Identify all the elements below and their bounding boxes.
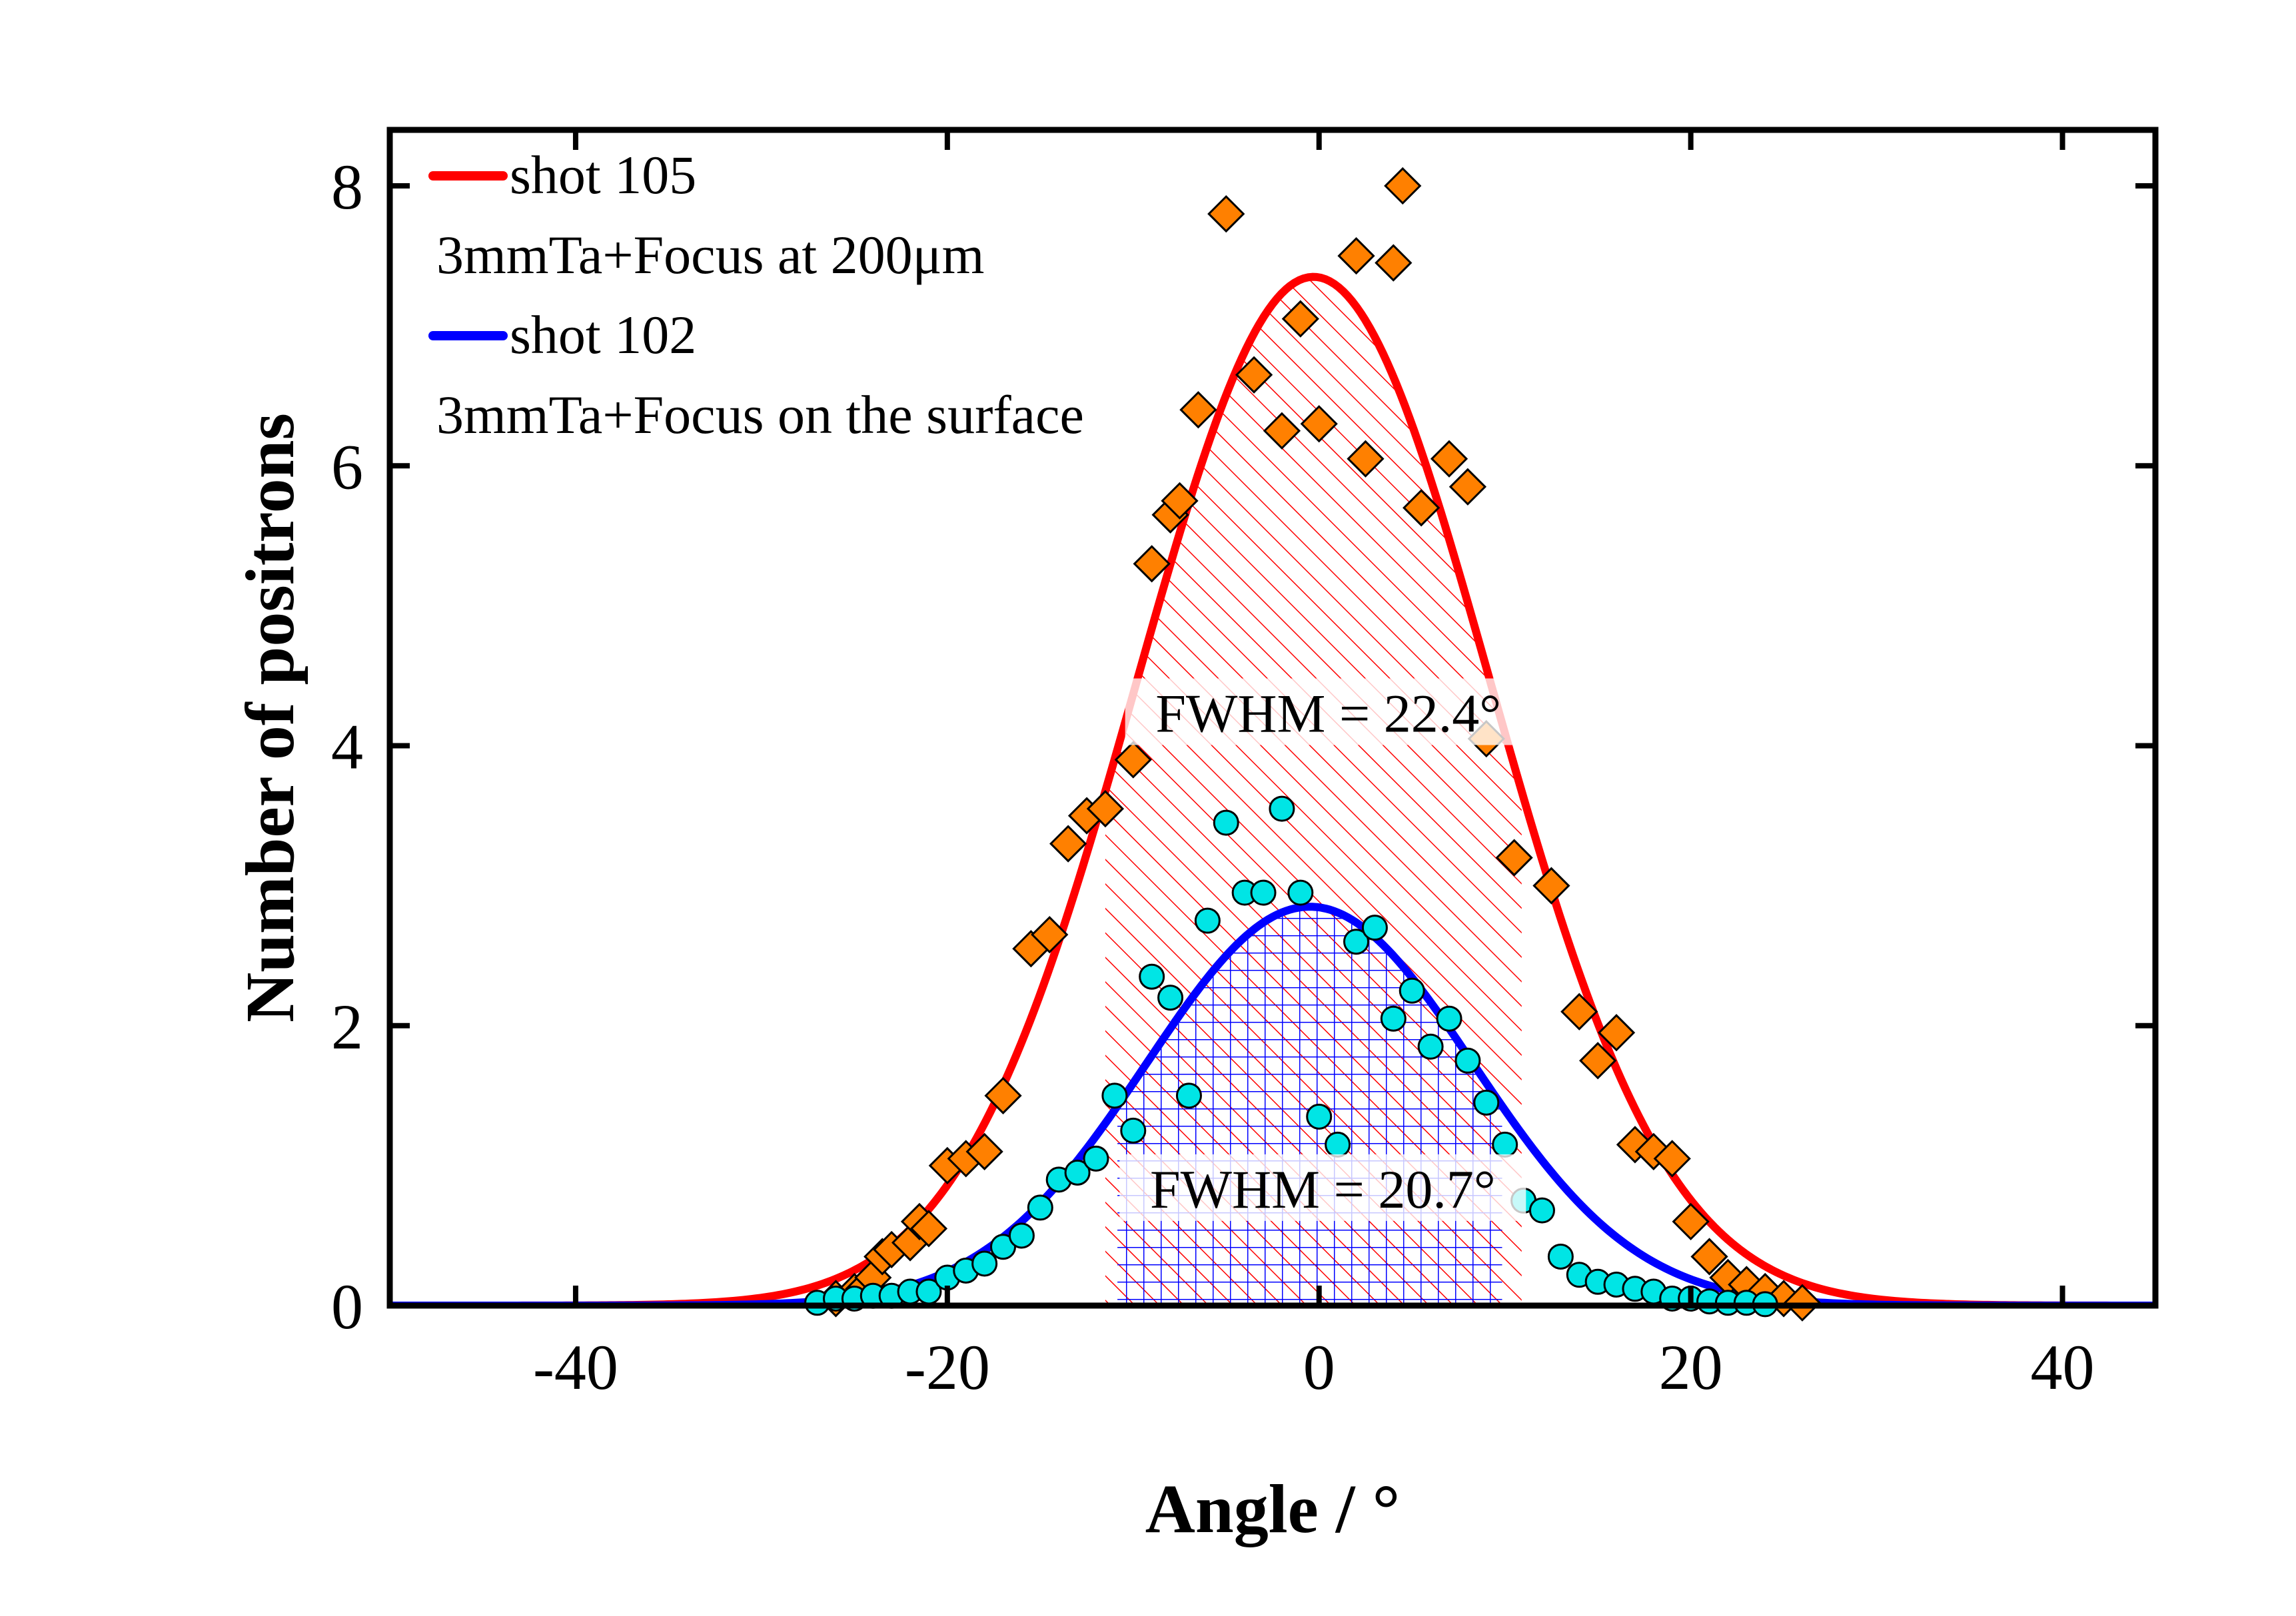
plot-frame [386,127,2159,1309]
data-point [1361,915,1388,941]
data-point [1454,1047,1481,1074]
data-point [1597,1014,1636,1052]
data-point [1114,741,1152,779]
data-point [1133,545,1171,583]
axes: -40 -20 0 20 40 0 2 4 6 8 Angle / ° Number of posit… [232,127,2159,1547]
data-point [1287,879,1314,906]
data-point [1325,1131,1351,1158]
x-tick-label: -20 [905,1332,990,1403]
x-tick-label: -40 [533,1332,618,1403]
data-point [1495,839,1533,877]
data-point [1430,440,1468,478]
data-point [971,1250,998,1277]
annotation-bg [1125,678,1532,745]
annotation-bg [1119,1154,1526,1221]
data-point [1448,468,1487,506]
y-tick-label: 8 [331,151,363,222]
y-tick-label: 4 [331,711,363,783]
data-point [1064,1159,1091,1186]
data-point [1337,236,1375,275]
data-point [1384,167,1422,205]
legend-label: shot 102 [510,304,696,365]
data-point [1528,1197,1555,1224]
data-point [1194,907,1221,934]
data-point [909,1210,948,1248]
data-point [1049,825,1087,863]
data-point [1473,1089,1500,1116]
data-point [1347,440,1385,478]
y-tick-label: 2 [331,991,363,1062]
data-point [990,1234,1017,1260]
data-point [1101,1082,1128,1109]
data-point [1417,1033,1444,1060]
data-point [1560,993,1598,1030]
data-point [1235,356,1273,394]
data-point [1139,963,1165,990]
data-point [1375,244,1413,282]
data-point [1579,1042,1617,1080]
data-point [1300,405,1338,443]
legend: shot 105 3mmTa+Focus at 200μm shot 102 3mmT… [428,145,1084,445]
legend-note: 3mmTa+Focus at 200μm [436,224,984,285]
data-point [1672,1202,1710,1241]
fwhm-label-2: FWHM = 20.7° [1150,1159,1496,1220]
x-tick-label: 20 [1659,1332,1723,1403]
data-point [1083,1145,1109,1172]
x-tick-label: 40 [2031,1332,2095,1403]
data-point [1281,300,1319,338]
data-point [1653,1140,1691,1178]
data-point [1213,809,1239,836]
legend-note: 3mmTa+Focus on the surface [436,384,1084,445]
data-point [1027,1194,1053,1221]
data-point [1690,1238,1728,1276]
data-point [1179,391,1217,429]
data-point [984,1076,1022,1114]
y-tick-label: 0 [331,1271,363,1342]
data-point [1031,916,1069,954]
data-point [1008,1222,1035,1249]
data-point [1161,482,1199,520]
data-point [1343,929,1370,955]
data-point [1263,412,1301,450]
data-point [1532,867,1570,905]
data-point [1250,879,1277,906]
data-point [965,1132,1003,1170]
data-point [1399,977,1425,1004]
x-tick-label: 0 [1303,1332,1335,1403]
fwhm-label-1: FWHM = 22.4° [1155,683,1501,744]
y-tick-label: 6 [331,431,363,502]
y-axis-title: Number of positrons [232,413,308,1022]
data-point [1436,1005,1462,1032]
data-point [1380,1005,1407,1032]
annotations: FWHM = 22.4° FWHM = 20.7° [1119,678,1532,1221]
data-point [1175,1082,1202,1109]
x-axis-title: Angle / ° [1145,1471,1400,1547]
points-shot-105 [817,167,1822,1322]
data-point [1492,1131,1518,1158]
data-point [1120,1117,1147,1144]
data-point [1269,795,1295,822]
data-point [1547,1243,1574,1270]
data-point [1207,195,1245,233]
data-point [1157,985,1184,1011]
data-point [1403,489,1440,527]
data-point [1306,1103,1333,1130]
data-point [1086,789,1125,828]
legend-label: shot 105 [510,145,696,205]
